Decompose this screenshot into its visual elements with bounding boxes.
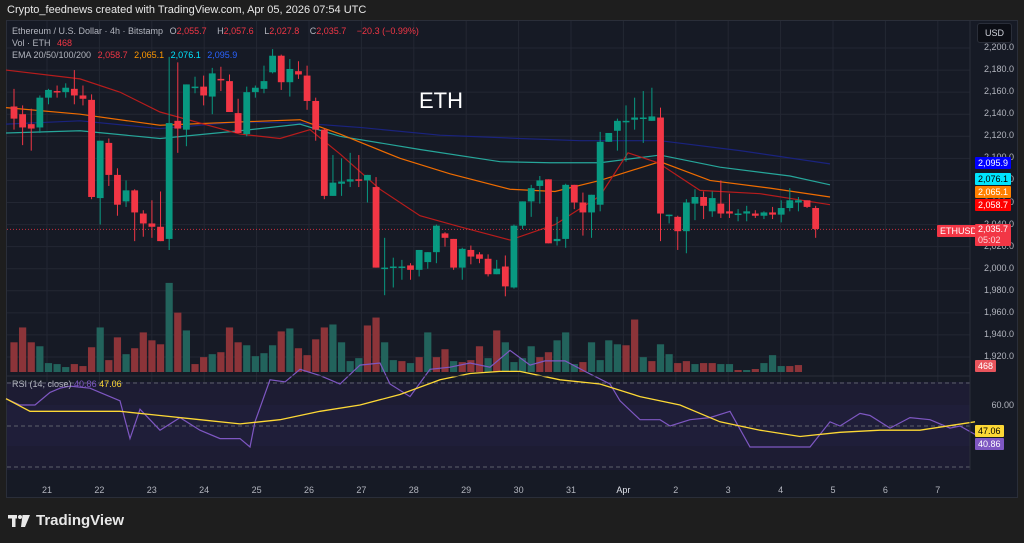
high-value: 2,057.6 bbox=[223, 26, 254, 36]
price-axis-label: 1,980.0 bbox=[983, 284, 1014, 295]
ema-legend: EMA 20/50/100/200 2,058.7 2,065.1 2,076.… bbox=[12, 50, 241, 60]
time-axis-label: 3 bbox=[725, 485, 731, 495]
symbol-legend: Ethereum / U.S. Dollar · 4h · Bitstamp O… bbox=[12, 26, 423, 36]
price-axis-label: 2,120.0 bbox=[983, 130, 1014, 141]
ema20-price-tag: 2,058.7 bbox=[975, 199, 1012, 211]
rsi-tag: 40.86 bbox=[975, 438, 1004, 450]
rsi-ma-value: 47.06 bbox=[99, 379, 122, 389]
ema100-price-tag: 2,076.1 bbox=[975, 173, 1012, 185]
time-axis-label: 25 bbox=[251, 485, 262, 495]
price-axis-label: 2,140.0 bbox=[983, 108, 1014, 119]
low-label: L bbox=[264, 26, 270, 36]
price-axis-label: 2,160.0 bbox=[983, 86, 1014, 97]
open-value: 2,055.7 bbox=[176, 26, 207, 36]
bar-countdown: 05:02 bbox=[978, 235, 1001, 245]
chart-watermark: ETH bbox=[419, 88, 463, 113]
volume-value: 468 bbox=[57, 38, 73, 48]
volume-label: Vol · ETH bbox=[12, 38, 51, 48]
time-axis-label: 5 bbox=[830, 485, 836, 495]
time-axis-label: 6 bbox=[882, 485, 888, 495]
close-label: C bbox=[309, 26, 317, 36]
price-axis-label: 2,040.0 bbox=[944, 219, 1014, 229]
price-axis-label: 1,940.0 bbox=[983, 328, 1014, 339]
price-axis-label: 1,920.0 bbox=[983, 351, 1014, 361]
ema-label: EMA 20/50/100/200 bbox=[12, 50, 92, 60]
time-axis-label: 30 bbox=[513, 485, 524, 495]
volume-legend: Vol · ETH 468 bbox=[12, 38, 76, 48]
brand-name: TradingView bbox=[36, 512, 125, 529]
last-price-tag: 2,035.7 05:02 bbox=[975, 224, 1012, 246]
time-axis-label: 29 bbox=[461, 485, 472, 495]
rsi-legend: RSI (14, close) 40.86 47.06 bbox=[12, 379, 122, 389]
ema50-value: 2,065.1 bbox=[134, 50, 165, 60]
rsi-label: RSI (14, close) bbox=[12, 379, 72, 389]
time-axis-label: 31 bbox=[565, 485, 577, 495]
tradingview-logo-icon bbox=[8, 514, 30, 527]
time-axis-label: 4 bbox=[778, 485, 784, 495]
time-axis-label: Apr bbox=[616, 485, 631, 495]
last-price-value: 2,035.7 bbox=[978, 224, 1009, 234]
high-label: H bbox=[217, 26, 224, 36]
ema200-price-tag: 2,095.9 bbox=[975, 157, 1012, 169]
rsi-ma-tag: 47.06 bbox=[975, 425, 1004, 437]
ema100-value: 2,076.1 bbox=[170, 50, 201, 60]
open-label: O bbox=[169, 26, 177, 36]
ema50-price-tag: 2,065.1 bbox=[975, 186, 1012, 198]
symbol-info: Ethereum / U.S. Dollar · 4h · Bitstamp bbox=[12, 26, 164, 36]
time-axis-label: 27 bbox=[356, 485, 367, 495]
price-axis-label: 2,000.0 bbox=[983, 262, 1014, 273]
time-axis-label: 22 bbox=[94, 485, 105, 495]
time-axis-label: 26 bbox=[303, 485, 315, 495]
time-axis-label: 21 bbox=[41, 485, 53, 495]
change-value: −20.3 (−0.99%) bbox=[356, 26, 419, 36]
time-axis-label: 23 bbox=[146, 485, 157, 495]
volume-tag: 468 bbox=[975, 360, 997, 372]
ema200-value: 2,095.9 bbox=[207, 50, 238, 60]
tradingview-logo[interactable]: TradingView bbox=[8, 512, 124, 529]
time-axis-label: 7 bbox=[935, 485, 941, 495]
rsi-axis-60: 60.00 bbox=[991, 400, 1014, 410]
rsi-value: 40.86 bbox=[74, 379, 97, 389]
price-axis-label: 1,960.0 bbox=[983, 306, 1014, 317]
time-axis-label: 2 bbox=[673, 485, 679, 495]
ema20-value: 2,058.7 bbox=[97, 50, 128, 60]
symbol-tag: ETHUSD bbox=[937, 225, 981, 237]
currency-button[interactable]: USD bbox=[977, 23, 1012, 43]
price-axis-label: 2,200.0 bbox=[983, 42, 1014, 52]
price-axis-label: 2,180.0 bbox=[983, 64, 1014, 75]
low-value: 2,027.8 bbox=[269, 26, 300, 36]
close-value: 2,035.7 bbox=[316, 26, 347, 36]
time-axis-label: 24 bbox=[199, 485, 210, 495]
time-axis-label: 28 bbox=[408, 485, 419, 495]
chart-credit: Crypto_feednews created with TradingView… bbox=[7, 4, 367, 16]
